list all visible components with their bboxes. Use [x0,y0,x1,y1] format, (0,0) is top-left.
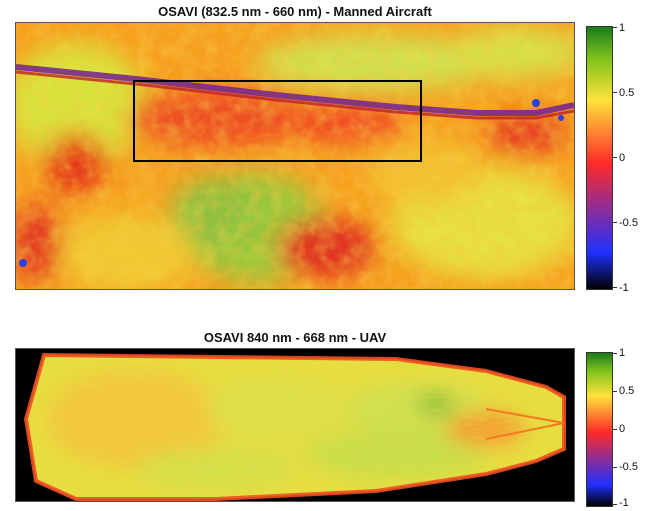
panel-title-manned: OSAVI (832.5 nm - 660 nm) - Manned Aircr… [158,4,432,19]
colorbar-tick [613,27,617,28]
colorbar-tick [613,157,617,158]
manned-aircraft-image [16,23,574,289]
colorbar-tick [613,504,617,505]
colorbar-manned [586,26,613,290]
uav-image [16,349,574,501]
colorbar-tick [613,391,617,392]
colorbar-tick [613,222,617,223]
colorbar-label-neg-half: -0.5 [619,217,638,229]
colorbar-label-zero: 0 [619,152,626,164]
colorbar-label-min: -1 [619,282,629,294]
colorbar-uav [586,352,613,507]
colorbar-label-max: 1 [619,347,626,359]
colorbar-tick [613,467,617,468]
colorbar-label-half: 0.5 [619,385,635,397]
panel-title-uav: OSAVI 840 nm - 668 nm - UAV [203,330,387,345]
osavi-map-uav [15,348,575,502]
colorbar-label-half: 0.5 [619,87,635,99]
colorbar-tick [613,287,617,288]
colorbar-tick [613,429,617,430]
osavi-map-manned-aircraft [15,22,575,290]
colorbar-label-min: -1 [619,497,629,509]
colorbar-label-neg-half: -0.5 [619,461,638,473]
colorbar-label-max: 1 [619,22,626,34]
colorbar-label-zero: 0 [619,423,626,435]
colorbar-tick [613,92,617,93]
colorbar-tick [613,353,617,354]
